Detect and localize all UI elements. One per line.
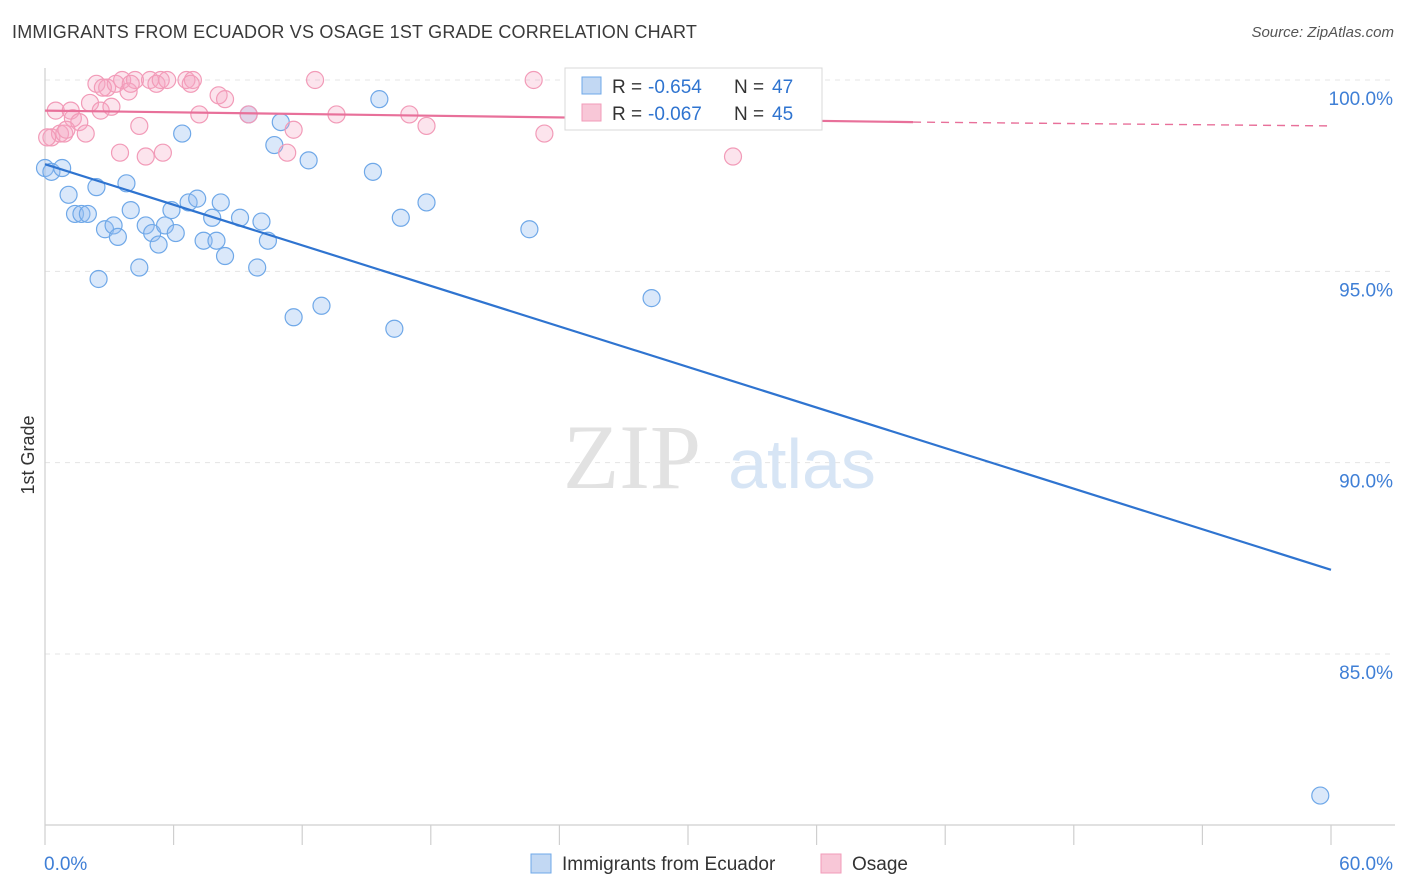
ecuador-point bbox=[149, 235, 168, 254]
ecuador-point bbox=[252, 212, 271, 231]
osage-point bbox=[278, 143, 297, 162]
ecuador-point bbox=[65, 204, 85, 224]
ecuador-point bbox=[299, 151, 318, 170]
osage-point bbox=[215, 90, 235, 109]
osage-point bbox=[130, 116, 149, 136]
stats-r-label: R = bbox=[612, 77, 642, 98]
stats-n-value: 47 bbox=[772, 77, 793, 98]
osage-point bbox=[190, 105, 209, 124]
stats-n-label: N = bbox=[734, 77, 764, 98]
stats-r-label: R = bbox=[612, 104, 642, 125]
ecuador-point bbox=[207, 231, 226, 250]
data-points bbox=[35, 70, 1330, 805]
ecuador-point bbox=[370, 90, 389, 109]
osage-point bbox=[57, 120, 76, 139]
ecuador-point bbox=[417, 193, 436, 212]
osage-point bbox=[158, 70, 177, 90]
stats-r-value: -0.067 bbox=[648, 104, 702, 125]
ecuador-point bbox=[284, 308, 303, 327]
ecuador-point bbox=[78, 204, 97, 224]
y-tick-label: 90.0% bbox=[1339, 472, 1393, 493]
stats-swatch-ecuador bbox=[581, 76, 602, 95]
ecuador-point bbox=[363, 162, 383, 181]
osage-trend-extension bbox=[913, 121, 1332, 127]
ecuador-point bbox=[104, 216, 123, 235]
osage-point bbox=[136, 147, 155, 166]
ecuador-point bbox=[89, 269, 108, 289]
ecuador-point bbox=[121, 201, 140, 220]
osage-point bbox=[98, 78, 117, 97]
y-tick-label: 95.0% bbox=[1339, 280, 1393, 301]
ecuador-point bbox=[520, 220, 539, 239]
legend-swatch-osage bbox=[820, 853, 842, 874]
ecuador-point bbox=[211, 193, 230, 212]
ecuador-point bbox=[248, 258, 267, 277]
ecuador-point bbox=[215, 246, 235, 266]
ecuador-point bbox=[1311, 786, 1330, 805]
x-tick-label-min: 0.0% bbox=[44, 854, 87, 875]
y-axis-label: 1st Grade bbox=[18, 415, 38, 494]
legend-label-ecuador: Immigrants from Ecuador bbox=[562, 854, 776, 875]
osage-point bbox=[417, 116, 436, 136]
osage-point bbox=[153, 143, 172, 162]
ecuador-point bbox=[72, 204, 91, 224]
ecuador-point bbox=[642, 289, 661, 308]
source-label: Source: ZipAtlas.com bbox=[1251, 24, 1394, 41]
ecuador-point bbox=[179, 193, 198, 212]
osage-point bbox=[284, 120, 303, 139]
ecuador-point bbox=[130, 258, 149, 277]
ecuador-point bbox=[108, 227, 127, 246]
y-tick-label: 100.0% bbox=[1329, 89, 1394, 110]
osage-point bbox=[93, 78, 112, 97]
osage-point bbox=[102, 97, 121, 116]
osage-point bbox=[524, 70, 543, 90]
y-tick-labels: 100.0% 95.0% 90.0% 85.0% bbox=[1329, 89, 1394, 684]
osage-point bbox=[151, 70, 170, 90]
ecuador-point bbox=[173, 124, 192, 143]
osage-point bbox=[113, 70, 132, 90]
ecuador-point bbox=[59, 185, 78, 204]
y-tick-label: 85.0% bbox=[1339, 663, 1393, 684]
ecuador-point bbox=[312, 296, 331, 315]
stats-box: R = -0.654 N = 47 R = -0.067 N = 45 bbox=[564, 67, 823, 131]
stats-n-label: N = bbox=[734, 104, 764, 125]
osage-point bbox=[121, 74, 140, 93]
watermark-atlas: atlas bbox=[728, 425, 876, 503]
ecuador-point bbox=[194, 231, 213, 250]
legend-label-osage: Osage bbox=[852, 854, 908, 875]
ecuador-point bbox=[385, 319, 404, 338]
axes bbox=[44, 68, 1395, 845]
watermark-zip: ZIP bbox=[563, 406, 701, 508]
osage-point bbox=[723, 147, 743, 166]
ecuador-point bbox=[188, 189, 207, 208]
osage-point bbox=[181, 74, 200, 93]
legend: Immigrants from Ecuador Osage bbox=[530, 853, 908, 875]
stats-r-value: -0.654 bbox=[648, 77, 702, 98]
stats-n-value: 45 bbox=[772, 104, 793, 125]
osage-point bbox=[38, 128, 57, 147]
osage-point bbox=[305, 70, 325, 90]
osage-point bbox=[110, 143, 130, 162]
ecuador-trend-line bbox=[44, 163, 1332, 571]
ecuador-point bbox=[391, 208, 410, 227]
ecuador-point bbox=[166, 223, 185, 243]
osage-point bbox=[535, 124, 554, 143]
grid-lines bbox=[45, 79, 1395, 655]
osage-point bbox=[76, 124, 95, 143]
chart-title: IMMIGRANTS FROM ECUADOR VS OSAGE 1ST GRA… bbox=[12, 22, 698, 42]
x-tick-label-max: 60.0% bbox=[1339, 854, 1393, 875]
legend-swatch-ecuador bbox=[530, 853, 552, 874]
stats-swatch-osage bbox=[581, 103, 602, 122]
